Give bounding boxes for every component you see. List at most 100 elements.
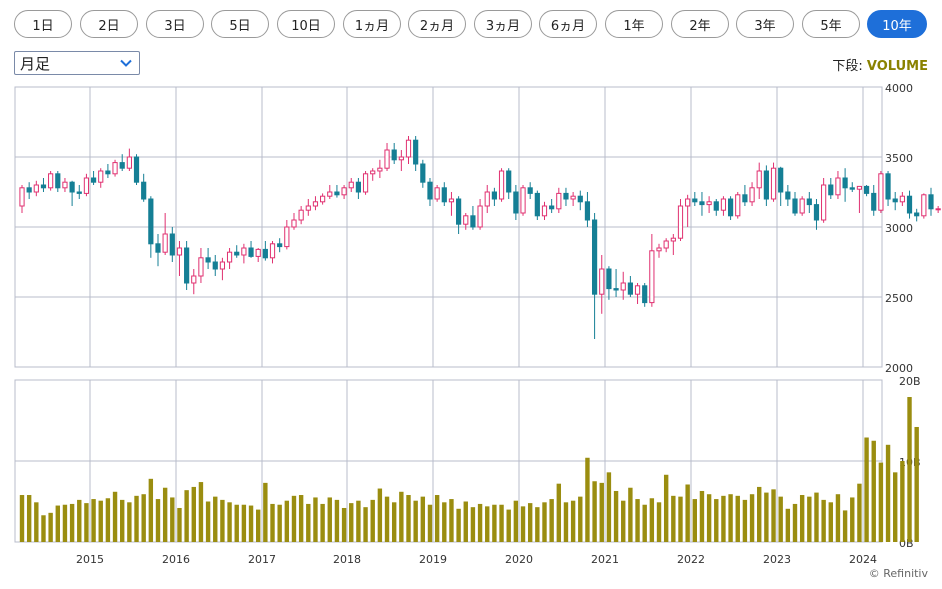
volume-bar <box>356 500 361 542</box>
volume-bar <box>241 504 247 542</box>
price-tick-label: 2500 <box>885 292 913 305</box>
lower-indicator-value[interactable]: VOLUME <box>866 59 928 74</box>
candle-body <box>169 233 175 256</box>
volume-bar <box>327 497 332 542</box>
candle-body <box>55 173 61 189</box>
volume-bar <box>155 499 161 542</box>
volume-bar <box>807 496 812 542</box>
range-tab[interactable]: 3年 <box>736 10 794 38</box>
volume-bar <box>857 483 862 542</box>
range-tab[interactable]: 10日 <box>277 10 335 38</box>
volume-bar <box>828 502 833 542</box>
candle-body <box>148 198 154 245</box>
candle-body <box>849 187 855 190</box>
volume-bar <box>535 507 540 542</box>
volume-bar <box>220 499 225 542</box>
volume-bar <box>757 486 762 542</box>
volume-bar <box>764 492 769 542</box>
volume-bar <box>585 457 590 542</box>
range-tab[interactable]: 1日 <box>14 10 72 38</box>
x-tick-label: 2020 <box>505 553 533 566</box>
candle-body <box>62 181 68 189</box>
volume-bar <box>313 497 318 542</box>
candle-body <box>463 215 469 225</box>
range-tab[interactable]: 1年 <box>605 10 663 38</box>
volume-bar <box>914 426 919 542</box>
range-tab[interactable]: 5日 <box>211 10 269 38</box>
candle-body <box>620 282 626 291</box>
candle-body <box>513 191 519 214</box>
candle-body <box>727 198 734 217</box>
range-tab[interactable]: 10年 <box>867 10 927 38</box>
candle-body <box>69 181 75 193</box>
interval-select[interactable]: 月足 <box>14 51 140 75</box>
candle-body <box>248 247 254 257</box>
range-tab[interactable]: 2ヵ月 <box>408 10 466 38</box>
candle-body <box>191 275 197 284</box>
volume-bar <box>26 495 32 542</box>
candle-body <box>105 170 111 175</box>
volume-bar <box>685 484 690 542</box>
volume-bar <box>298 495 304 542</box>
candle-body <box>541 205 548 217</box>
candle-body <box>348 181 354 189</box>
volume-bar <box>885 444 891 542</box>
volume-bar <box>134 495 139 542</box>
candle-body <box>176 247 183 256</box>
candle-body <box>692 198 698 203</box>
volume-bar <box>592 481 597 542</box>
candle-body <box>398 156 404 161</box>
volume-bar <box>399 491 404 542</box>
candle-body <box>856 185 863 190</box>
volume-bar <box>850 497 855 542</box>
candle-body <box>98 170 104 183</box>
candle-body <box>162 233 168 253</box>
candle-body <box>813 204 820 221</box>
candle-body <box>742 194 748 203</box>
candle-body <box>563 192 569 200</box>
volume-bar <box>277 504 282 542</box>
candle-body <box>141 181 147 200</box>
candle-body <box>83 177 90 194</box>
volume-tick-label: 20B <box>899 375 921 388</box>
volume-bar <box>55 505 60 542</box>
candle-body <box>19 187 25 207</box>
candle-body <box>284 226 290 248</box>
candle-body <box>40 184 47 189</box>
candle-body <box>312 201 319 207</box>
range-tab[interactable]: 1ヵ月 <box>343 10 401 38</box>
volume-bar <box>699 490 705 542</box>
candle-body <box>792 198 798 214</box>
volume-bar <box>19 495 25 542</box>
candle-body <box>255 248 261 257</box>
volume-bar <box>263 482 268 542</box>
candle-body <box>377 167 383 172</box>
volume-bar <box>234 504 239 542</box>
candle-body <box>434 187 440 200</box>
candle-body <box>534 192 540 217</box>
price-tick-label: 3500 <box>885 152 913 165</box>
range-tab[interactable]: 3日 <box>146 10 204 38</box>
candle-body <box>549 205 555 210</box>
volume-bar <box>692 499 698 542</box>
volume-bar <box>663 474 669 542</box>
volume-bar <box>649 498 655 542</box>
volume-bar <box>456 508 461 542</box>
candle-body <box>649 250 655 304</box>
range-tab[interactable]: 3ヵ月 <box>474 10 532 38</box>
volume-bar <box>485 506 490 542</box>
candle-body <box>606 268 612 290</box>
candle-body <box>33 184 39 193</box>
volume-bar <box>98 500 103 542</box>
x-tick-label: 2017 <box>248 553 276 566</box>
volume-bar <box>792 503 798 542</box>
x-tick-label: 2023 <box>763 553 791 566</box>
range-tab[interactable]: 2日 <box>80 10 138 38</box>
range-tab[interactable]: 5年 <box>802 10 860 38</box>
range-tab[interactable]: 6ヵ月 <box>539 10 597 38</box>
volume-bar <box>384 496 390 542</box>
candle-body <box>226 251 233 263</box>
volume-bar <box>69 503 75 542</box>
range-tab[interactable]: 2年 <box>671 10 729 38</box>
volume-bar <box>706 494 712 542</box>
